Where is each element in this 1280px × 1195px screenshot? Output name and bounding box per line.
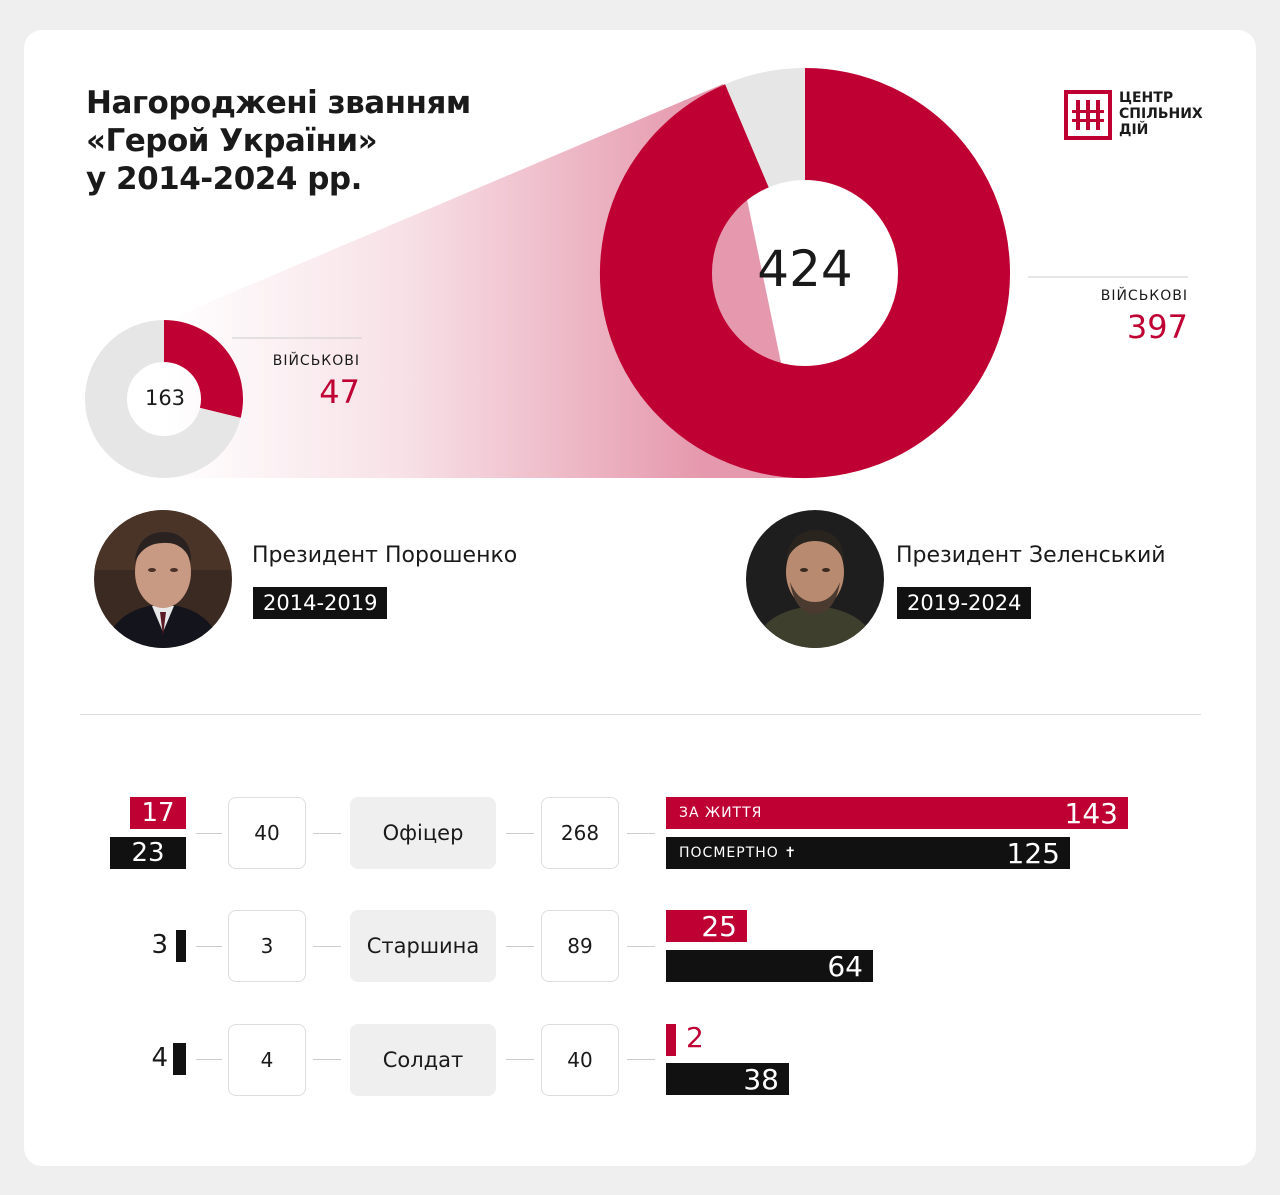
poroshenko-posthumous-bar-officer: 23 bbox=[110, 837, 186, 869]
zelensky-total-sergeant: 89 bbox=[541, 910, 619, 982]
connector bbox=[313, 1059, 341, 1060]
poroshenko-posthumous-bar-soldier bbox=[173, 1043, 186, 1075]
poroshenko-posthumous-bar-sergeant bbox=[176, 930, 186, 962]
zelensky-alive-bar-officer: ЗА ЖИТТЯ 143 bbox=[666, 796, 1128, 830]
connector bbox=[196, 833, 222, 834]
zelensky-posthumous-value-officer: 125 bbox=[1006, 836, 1060, 870]
connector bbox=[196, 1059, 222, 1060]
small-donut-total: 163 bbox=[144, 386, 186, 410]
title-line-1: Нагороджені званням bbox=[86, 85, 471, 121]
connector bbox=[506, 1059, 534, 1060]
zelensky-term: 2019-2024 bbox=[897, 587, 1032, 619]
poroshenko-name: Президент Порошенко bbox=[252, 543, 518, 568]
connector bbox=[627, 1059, 655, 1060]
small-donut-slice-1 bbox=[85, 320, 241, 478]
category-officer: Офіцер bbox=[350, 797, 496, 869]
poroshenko-total-officer: 40 bbox=[228, 797, 306, 869]
connector bbox=[627, 946, 655, 947]
donut-poroshenko bbox=[85, 320, 243, 478]
big-donut-label: ВІЙСЬКОВІ bbox=[1100, 288, 1188, 304]
poroshenko-total-soldier: 4 bbox=[228, 1024, 306, 1096]
small-donut-value: 47 bbox=[319, 373, 360, 411]
zelensky-total-soldier: 40 bbox=[541, 1024, 619, 1096]
connector bbox=[506, 833, 534, 834]
zelensky-posthumous-value-sergeant: 64 bbox=[827, 949, 863, 983]
poroshenko-term: 2014-2019 bbox=[253, 587, 388, 619]
zelensky-name: Президент Зеленський bbox=[896, 543, 1166, 568]
connector bbox=[196, 946, 222, 947]
title-line-3: у 2014-2024 рр. bbox=[86, 161, 362, 197]
zelensky-avatar bbox=[746, 510, 884, 648]
title-line-2: «Герой України» bbox=[86, 123, 378, 159]
poroshenko-avatar bbox=[94, 510, 232, 648]
small-donut-slice-0 bbox=[162, 320, 243, 418]
logo-mark-icon bbox=[1064, 90, 1112, 140]
legend-alive: ЗА ЖИТТЯ bbox=[679, 805, 763, 821]
zelensky-alive-bar-soldier bbox=[666, 1024, 676, 1056]
zelensky-posthumous-bar-sergeant: 64 bbox=[666, 949, 873, 983]
big-donut-slice-1 bbox=[725, 68, 807, 189]
zelensky-alive-bar-sergeant: 25 bbox=[666, 909, 747, 943]
zelensky-posthumous-bar-officer: ПОСМЕРТНО ✝ 125 bbox=[666, 836, 1070, 870]
connector bbox=[506, 946, 534, 947]
big-donut-total: 424 bbox=[757, 240, 853, 298]
zelensky-portrait-icon bbox=[746, 510, 884, 648]
zelensky-posthumous-bar-soldier: 38 bbox=[666, 1062, 789, 1096]
poroshenko-posthumous-value-soldier: 4 bbox=[151, 1043, 168, 1073]
section-divider bbox=[80, 714, 1201, 715]
small-donut-label: ВІЙСЬКОВІ bbox=[272, 353, 360, 369]
connector bbox=[313, 833, 341, 834]
category-sergeant: Старшина bbox=[350, 910, 496, 982]
category-soldier: Солдат bbox=[350, 1024, 496, 1096]
zelensky-total-officer: 268 bbox=[541, 797, 619, 869]
poroshenko-total-sergeant: 3 bbox=[228, 910, 306, 982]
zelensky-alive-value-officer: 143 bbox=[1064, 796, 1118, 830]
logo-text: ЦЕНТР СПІЛЬНИХ ДІЙ bbox=[1119, 90, 1203, 138]
legend-posthumous: ПОСМЕРТНО ✝ bbox=[679, 845, 797, 861]
zelensky-alive-value-sergeant: 25 bbox=[701, 909, 737, 943]
page-title: Нагороджені званням «Герой України» у 20… bbox=[86, 84, 471, 198]
zelensky-posthumous-value-soldier: 38 bbox=[743, 1062, 779, 1096]
poroshenko-alive-bar-officer: 17 bbox=[130, 797, 186, 829]
big-donut-value: 397 bbox=[1126, 308, 1188, 346]
poroshenko-posthumous-value-sergeant: 3 bbox=[151, 930, 168, 960]
connector bbox=[313, 946, 341, 947]
big-donut-slice-0 bbox=[600, 68, 1010, 478]
donut-zelensky bbox=[600, 68, 1010, 478]
connector bbox=[627, 833, 655, 834]
zelensky-alive-value-soldier: 2 bbox=[686, 1021, 704, 1054]
poroshenko-portrait-icon bbox=[94, 510, 232, 648]
